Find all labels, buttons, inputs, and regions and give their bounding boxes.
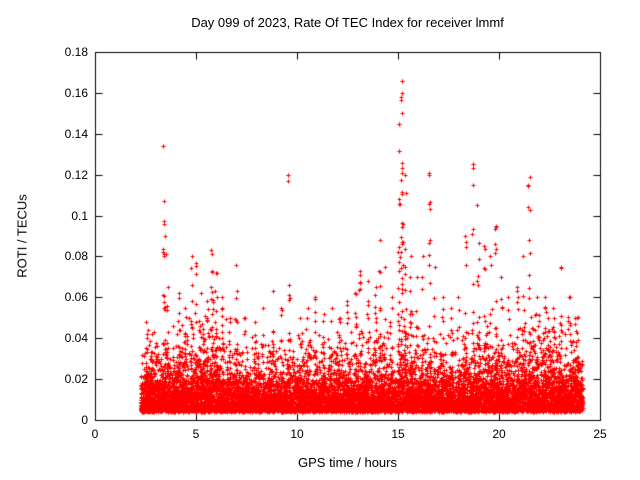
x-tick-label: 0 bbox=[91, 427, 99, 441]
x-tick-label: 15 bbox=[391, 427, 405, 441]
x-tick-label: 10 bbox=[290, 427, 304, 441]
y-tick-label: 0.08 bbox=[64, 249, 88, 264]
y-tick-label: 0.06 bbox=[64, 290, 88, 305]
y-tick-label: 0.12 bbox=[64, 167, 88, 182]
x-tick-label: 25 bbox=[593, 427, 607, 441]
y-tick-label: 0.04 bbox=[64, 331, 88, 346]
y-tick-label: 0.14 bbox=[64, 126, 88, 141]
y-tick-label: 0.02 bbox=[64, 372, 88, 387]
x-tick-label: 20 bbox=[492, 427, 506, 441]
x-tick-label: 5 bbox=[192, 427, 200, 441]
y-tick-label: 0 bbox=[81, 413, 88, 427]
y-tick-label: 0.18 bbox=[64, 45, 88, 59]
y-tick-label: 0.16 bbox=[64, 85, 88, 100]
y-axis-label: ROTI / TECUs bbox=[14, 194, 30, 278]
x-axis-label: GPS time / hours bbox=[298, 455, 397, 470]
chart-title: Day 099 of 2023, Rate Of TEC Index for r… bbox=[191, 15, 504, 30]
y-tick-label: 0.1 bbox=[71, 208, 88, 223]
